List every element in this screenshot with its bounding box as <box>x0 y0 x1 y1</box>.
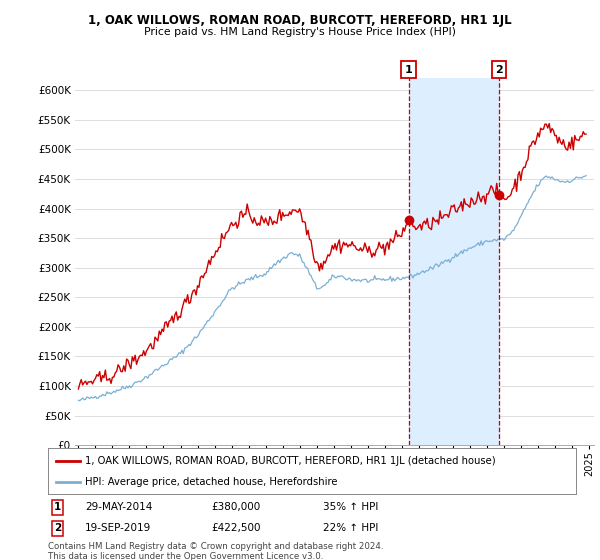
Text: HPI: Average price, detached house, Herefordshire: HPI: Average price, detached house, Here… <box>85 477 337 487</box>
Text: 1, OAK WILLOWS, ROMAN ROAD, BURCOTT, HEREFORD, HR1 1JL (detached house): 1, OAK WILLOWS, ROMAN ROAD, BURCOTT, HER… <box>85 456 496 466</box>
Text: 29-MAY-2014: 29-MAY-2014 <box>85 502 152 512</box>
Text: 19-SEP-2019: 19-SEP-2019 <box>85 523 151 533</box>
Text: Price paid vs. HM Land Registry's House Price Index (HPI): Price paid vs. HM Land Registry's House … <box>144 27 456 37</box>
Text: 22% ↑ HPI: 22% ↑ HPI <box>323 523 378 533</box>
Text: 1: 1 <box>405 65 413 74</box>
Text: 1: 1 <box>54 502 61 512</box>
Text: 1, OAK WILLOWS, ROMAN ROAD, BURCOTT, HEREFORD, HR1 1JL: 1, OAK WILLOWS, ROMAN ROAD, BURCOTT, HER… <box>88 14 512 27</box>
Text: £380,000: £380,000 <box>212 502 261 512</box>
Text: 35% ↑ HPI: 35% ↑ HPI <box>323 502 378 512</box>
Text: £422,500: £422,500 <box>212 523 261 533</box>
Text: 2: 2 <box>495 65 503 74</box>
Text: 2: 2 <box>54 523 61 533</box>
Bar <box>409 78 499 445</box>
Text: Contains HM Land Registry data © Crown copyright and database right 2024.
This d: Contains HM Land Registry data © Crown c… <box>48 542 383 560</box>
